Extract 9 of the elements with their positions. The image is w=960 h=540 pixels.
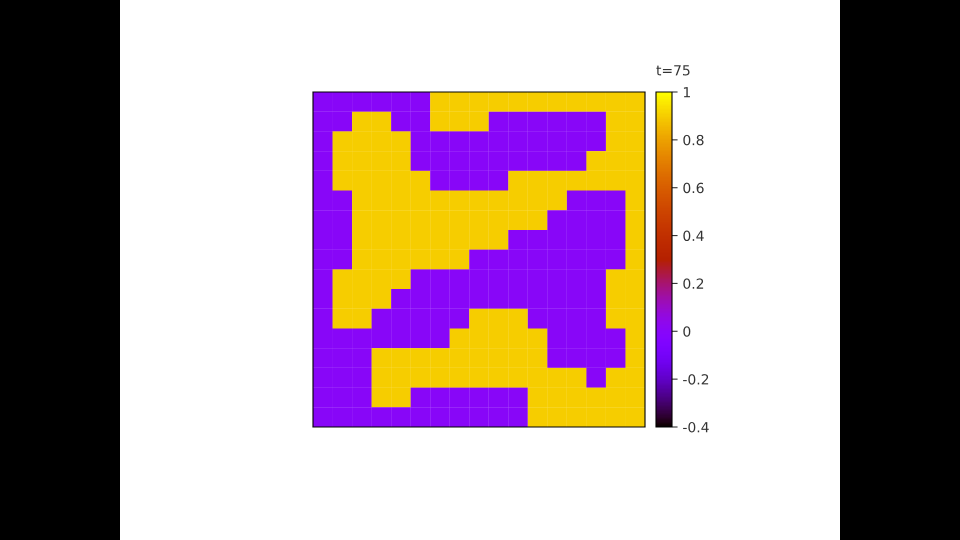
color-bar-label: 0.4 bbox=[683, 230, 704, 242]
color-bar-label: 0.6 bbox=[683, 182, 704, 194]
color-bar-label: 0.8 bbox=[683, 134, 704, 146]
color-bar-label: -0.4 bbox=[683, 422, 709, 432]
color-bar-label: 0 bbox=[683, 326, 690, 337]
color-bar-title: t=75 bbox=[656, 65, 690, 76]
color-bar-label: 1 bbox=[684, 87, 690, 98]
color-bar-label: 0.2 bbox=[683, 278, 704, 289]
color-bar-label: -0.2 bbox=[683, 374, 708, 385]
